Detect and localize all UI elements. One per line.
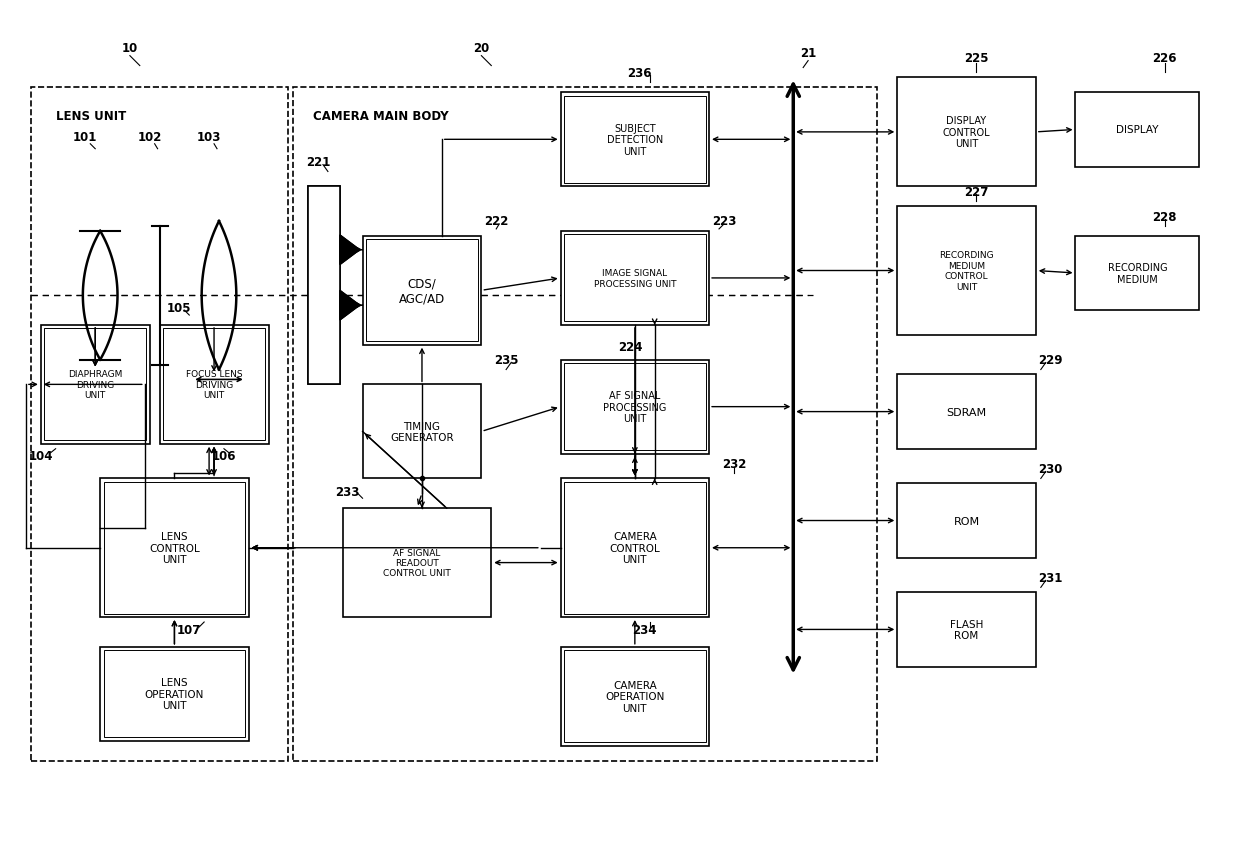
Text: LENS
CONTROL
UNIT: LENS CONTROL UNIT: [149, 532, 200, 565]
Text: 224: 224: [618, 341, 642, 354]
FancyBboxPatch shape: [308, 187, 340, 385]
FancyBboxPatch shape: [308, 187, 340, 385]
Text: TIMING
GENERATOR: TIMING GENERATOR: [391, 421, 454, 442]
FancyBboxPatch shape: [560, 360, 709, 454]
Text: 103: 103: [197, 131, 221, 144]
FancyBboxPatch shape: [898, 375, 1035, 449]
FancyBboxPatch shape: [560, 647, 709, 746]
FancyBboxPatch shape: [362, 236, 481, 345]
Text: 102: 102: [138, 131, 162, 144]
Text: 222: 222: [484, 215, 508, 228]
Text: 21: 21: [800, 47, 816, 60]
FancyBboxPatch shape: [560, 93, 709, 187]
Text: 106: 106: [212, 450, 236, 463]
Text: 235: 235: [494, 354, 518, 366]
Text: SDRAM: SDRAM: [946, 407, 987, 417]
FancyBboxPatch shape: [100, 647, 249, 741]
FancyBboxPatch shape: [898, 592, 1035, 667]
Text: DISPLAY: DISPLAY: [1116, 125, 1158, 135]
Text: FOCUS LENS
DRIVING
UNIT: FOCUS LENS DRIVING UNIT: [186, 370, 242, 400]
Text: DIAPHRAGM
DRIVING
UNIT: DIAPHRAGM DRIVING UNIT: [68, 370, 123, 400]
Text: DISPLAY
CONTROL
UNIT: DISPLAY CONTROL UNIT: [942, 116, 991, 149]
Text: AF SIGNAL
READOUT
CONTROL UNIT: AF SIGNAL READOUT CONTROL UNIT: [383, 548, 451, 578]
Text: 20: 20: [474, 42, 490, 55]
FancyBboxPatch shape: [1075, 93, 1199, 167]
Text: RECORDING
MEDIUM: RECORDING MEDIUM: [1107, 262, 1167, 284]
FancyBboxPatch shape: [1075, 236, 1199, 311]
Text: CAMERA
CONTROL
UNIT: CAMERA CONTROL UNIT: [610, 532, 660, 565]
Text: ROM: ROM: [954, 516, 980, 526]
Text: 221: 221: [306, 156, 330, 169]
Text: CDS/
AGC/AD: CDS/ AGC/AD: [399, 277, 445, 305]
Text: 232: 232: [722, 457, 746, 470]
Polygon shape: [340, 291, 360, 321]
Text: 104: 104: [29, 450, 53, 463]
Text: LENS UNIT: LENS UNIT: [56, 110, 126, 122]
Text: 230: 230: [1039, 463, 1063, 475]
Text: 229: 229: [1038, 354, 1063, 366]
Text: 105: 105: [167, 301, 192, 314]
Text: CAMERA MAIN BODY: CAMERA MAIN BODY: [312, 110, 449, 122]
Polygon shape: [340, 291, 360, 321]
FancyBboxPatch shape: [560, 479, 709, 617]
FancyBboxPatch shape: [362, 385, 481, 479]
Text: 10: 10: [122, 42, 138, 55]
Text: 236: 236: [627, 67, 652, 80]
Text: 234: 234: [632, 624, 657, 636]
FancyBboxPatch shape: [560, 231, 709, 326]
Text: 233: 233: [336, 485, 360, 498]
FancyBboxPatch shape: [160, 326, 269, 444]
Text: FLASH
ROM: FLASH ROM: [950, 619, 983, 641]
Text: IMAGE SIGNAL
PROCESSING UNIT: IMAGE SIGNAL PROCESSING UNIT: [594, 269, 676, 289]
Text: SUBJECT
DETECTION
UNIT: SUBJECT DETECTION UNIT: [606, 123, 663, 157]
FancyBboxPatch shape: [898, 78, 1035, 187]
Polygon shape: [340, 235, 360, 265]
Text: 226: 226: [1152, 52, 1177, 65]
FancyBboxPatch shape: [898, 207, 1035, 335]
Text: 231: 231: [1039, 571, 1063, 584]
Text: 228: 228: [1152, 210, 1177, 224]
Text: 225: 225: [965, 52, 988, 65]
FancyBboxPatch shape: [898, 484, 1035, 558]
FancyBboxPatch shape: [342, 509, 491, 617]
Text: 101: 101: [73, 131, 98, 144]
Text: LENS
OPERATION
UNIT: LENS OPERATION UNIT: [145, 678, 205, 711]
Text: 227: 227: [965, 186, 988, 198]
Text: RECORDING
MEDIUM
CONTROL
UNIT: RECORDING MEDIUM CONTROL UNIT: [939, 252, 994, 291]
Text: AF SIGNAL
PROCESSING
UNIT: AF SIGNAL PROCESSING UNIT: [603, 391, 667, 424]
FancyBboxPatch shape: [41, 326, 150, 444]
Polygon shape: [340, 235, 360, 265]
FancyBboxPatch shape: [100, 479, 249, 617]
Text: 223: 223: [712, 215, 737, 228]
Text: 107: 107: [177, 624, 201, 636]
Text: CAMERA
OPERATION
UNIT: CAMERA OPERATION UNIT: [605, 680, 665, 713]
